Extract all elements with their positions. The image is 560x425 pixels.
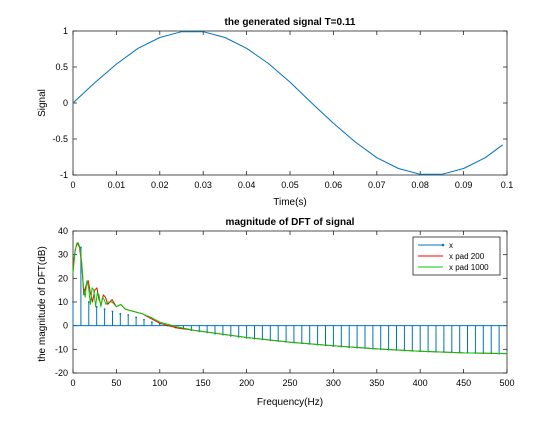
- dft-plot-ytick-label: 10: [58, 297, 68, 307]
- dft-plot-series-x-stem-point: [127, 314, 130, 316]
- signal-plot-xlabel: Time(s): [273, 197, 307, 208]
- dft-plot-series-x-stem-point: [72, 301, 74, 303]
- dft-plot-ytick-label: 20: [58, 273, 68, 283]
- dft-plot-xtick-label: 400: [413, 378, 428, 388]
- dft-plot-series-x-stem-point: [119, 312, 122, 315]
- signal-plot-xtick-label: 0: [70, 180, 75, 190]
- dft-plot-ytick-label: 0: [63, 321, 68, 331]
- dft-plot-xtick-label: 250: [282, 378, 297, 388]
- signal-plot-xtick-label: 0.1: [501, 180, 514, 190]
- dft-plot-series-x-stem-point: [103, 308, 106, 310]
- signal-plot-xtick-label: 0.02: [151, 180, 169, 190]
- dft-plot-xtick-label: 150: [196, 378, 211, 388]
- signal-plot-xtick-label: 0.04: [238, 180, 256, 190]
- legend-marker-x: [441, 243, 445, 247]
- dft-plot-xtick-label: 350: [369, 378, 384, 388]
- dft-plot-ytick-label: 30: [58, 250, 68, 260]
- signal-plot-ytick-label: 0.5: [55, 62, 68, 72]
- signal-plot-ytick-label: 1: [63, 26, 68, 36]
- signal-plot-xtick-label: 0.05: [281, 180, 299, 190]
- signal-plot-ylabel: Signal: [37, 89, 48, 117]
- dft-plot-series-x-stem-point: [135, 316, 138, 319]
- dft-legend: x x pad 200 x pad 1000: [412, 236, 501, 276]
- dft-plot-series-x-stem-point: [143, 318, 145, 321]
- dft-plot-ylabel: the magnitude of DFT(dB): [37, 246, 48, 362]
- dft-plot-series-x-stem-point: [87, 301, 90, 303]
- dft-plot-xlabel: Frequency(Hz): [257, 397, 323, 408]
- legend-label-x: x: [449, 241, 453, 250]
- dft-plot-series-x-stem-point: [95, 305, 98, 308]
- signal-plot-xtick-label: 0.09: [455, 180, 473, 190]
- signal-plot-xtick-label: 0.06: [325, 180, 343, 190]
- dft-plot-xtick-label: 300: [326, 378, 341, 388]
- signal-plot: 0 0.01 0.02 0.03 0.04 0.05 0.06 0.07 0.08 0.09 0.1…: [52, 26, 513, 190]
- signal-plot-xtick-label: 0.07: [368, 180, 386, 190]
- dft-plot-xtick-label: 100: [152, 378, 167, 388]
- dft-plot-ytick-label: -10: [55, 344, 68, 354]
- dft-plot-ytick-label: 40: [58, 226, 68, 236]
- legend-label-pad200: x pad 200: [449, 252, 485, 261]
- signal-plot-ytick-label: -0.5: [52, 134, 68, 144]
- dft-plot-series-x-pad-1000-line: [72, 242, 508, 355]
- signal-plot-xtick-label: 0.01: [108, 180, 126, 190]
- legend-label-pad1000: x pad 1000: [449, 263, 489, 272]
- dft-plot-ytick-label: -20: [55, 368, 68, 378]
- dft-plot-xtick-label: 500: [499, 378, 514, 388]
- signal-plot-xtick-label: 0.08: [411, 180, 429, 190]
- signal-plot-axes-box: [72, 30, 508, 176]
- dft-plot-xtick-label: 450: [456, 378, 471, 388]
- dft-plot-xtick-label: 0: [70, 378, 75, 388]
- signal-plot-ytick-label: -1: [60, 170, 68, 180]
- signal-plot-ytick-label: 0: [63, 98, 68, 108]
- dft-plot-title: magnitude of DFT of signal: [226, 217, 355, 228]
- signal-plot-xtick-label: 0.03: [194, 180, 212, 190]
- dft-plot-series-x-stem-point: [151, 321, 153, 324]
- signal-plot-series-0-line: [72, 31, 503, 175]
- signal-plot-title: the generated signal T=0.11: [225, 17, 356, 28]
- dft-plot-xtick-label: 200: [239, 378, 254, 388]
- dft-plot-series-x-stem-point: [111, 310, 114, 313]
- dft-plot-xtick-label: 50: [111, 378, 121, 388]
